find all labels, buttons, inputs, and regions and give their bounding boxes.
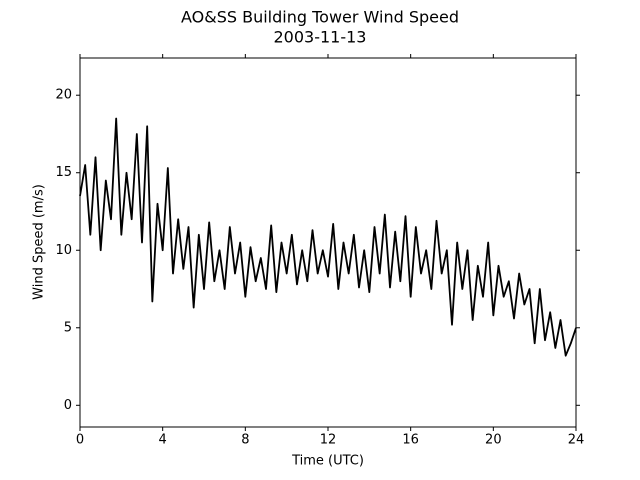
y-tick-label: 10 — [55, 243, 72, 258]
y-tick-label: 5 — [64, 320, 72, 335]
y-tick-label: 0 — [64, 398, 72, 413]
chart-subtitle: 2003-11-13 — [274, 28, 367, 47]
x-tick-label: 20 — [485, 433, 502, 448]
x-tick-label: 24 — [568, 433, 585, 448]
line-series — [79, 117, 577, 357]
y-tick-label: 15 — [55, 165, 72, 180]
y-axis-label: Wind Speed (m/s) — [32, 184, 47, 300]
x-tick-label: 12 — [320, 433, 337, 448]
x-axis-label: Time (UTC) — [291, 454, 364, 469]
x-tick-label: 16 — [402, 433, 419, 448]
x-tick-label: 0 — [76, 433, 84, 448]
chart-title: AO&SS Building Tower Wind Speed — [181, 8, 459, 27]
x-tick-label: 8 — [241, 433, 249, 448]
y-tick-label: 20 — [55, 88, 72, 103]
x-tick-label: 4 — [159, 433, 167, 448]
